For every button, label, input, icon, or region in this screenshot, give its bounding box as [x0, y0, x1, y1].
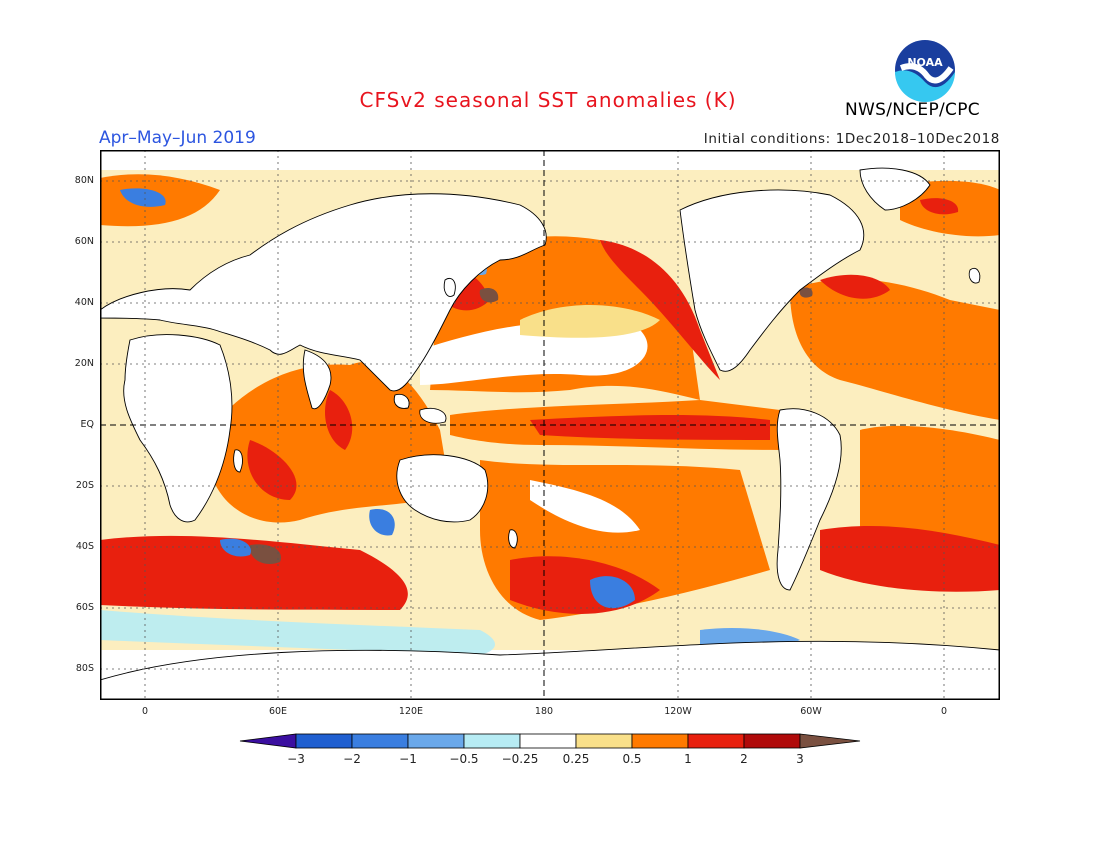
- colorbar-swatch: [463, 733, 521, 749]
- lat-label: 60S: [75, 602, 94, 613]
- graticule: [100, 150, 1000, 700]
- colorbar-swatch: [295, 733, 353, 749]
- colorbar-label: 3: [796, 752, 804, 766]
- colorbar-swatch: [799, 733, 861, 749]
- lon-label: 0: [141, 706, 149, 717]
- colorbar-label: 1: [684, 752, 692, 766]
- lon-label: 120W: [664, 706, 692, 717]
- lon-label: 0: [940, 706, 948, 717]
- lat-label: 20N: [74, 358, 94, 369]
- logo-text: NOAA: [907, 56, 943, 69]
- lon-label: 120E: [398, 706, 424, 717]
- colorbar-label: 0.25: [562, 752, 590, 766]
- colorbar-label: −3: [287, 752, 305, 766]
- equator-dateline: [100, 150, 1000, 700]
- lon-label: 60E: [268, 706, 288, 717]
- lon-label: 180: [534, 706, 554, 717]
- map-frame: [100, 150, 1000, 700]
- lat-label: 40N: [74, 297, 94, 308]
- colorbar-swatch: [687, 733, 745, 749]
- lat-label: EQ: [80, 419, 94, 430]
- colorbar-label: −1: [399, 752, 417, 766]
- colorbar-swatch: [351, 733, 409, 749]
- continent-outlines: [100, 167, 1000, 700]
- colorbar-label: 0.5: [622, 752, 642, 766]
- colorbar-label: −0.5: [449, 752, 479, 766]
- lat-label: 80S: [75, 663, 94, 674]
- colorbar-swatch: [743, 733, 801, 749]
- chart-title: CFSv2 seasonal SST anomalies (K): [359, 88, 737, 112]
- lat-label: 40S: [75, 541, 94, 552]
- colorbar-swatch: [407, 733, 465, 749]
- lat-label: 80N: [74, 175, 94, 186]
- lon-label: 60W: [800, 706, 822, 717]
- colorbar-swatch: [519, 733, 577, 749]
- colorbar-swatch: [631, 733, 689, 749]
- sst-anomaly-map: [100, 150, 1000, 700]
- agency-label: NWS/NCEP/CPC: [845, 100, 980, 120]
- lat-label: 60N: [74, 236, 94, 247]
- colorbar-label: −2: [343, 752, 361, 766]
- noaa-logo-icon: NOAA: [895, 40, 955, 102]
- colorbar-label: 2: [740, 752, 748, 766]
- colorbar-swatch: [575, 733, 633, 749]
- colorbar-swatch: [239, 733, 297, 749]
- colorbar: [239, 733, 861, 749]
- lat-label: 20S: [75, 480, 94, 491]
- forecast-period: Apr–May–Jun 2019: [99, 128, 256, 148]
- colorbar-label: −0.25: [501, 752, 539, 766]
- initial-conditions: Initial conditions: 1Dec2018–10Dec2018: [703, 131, 1000, 147]
